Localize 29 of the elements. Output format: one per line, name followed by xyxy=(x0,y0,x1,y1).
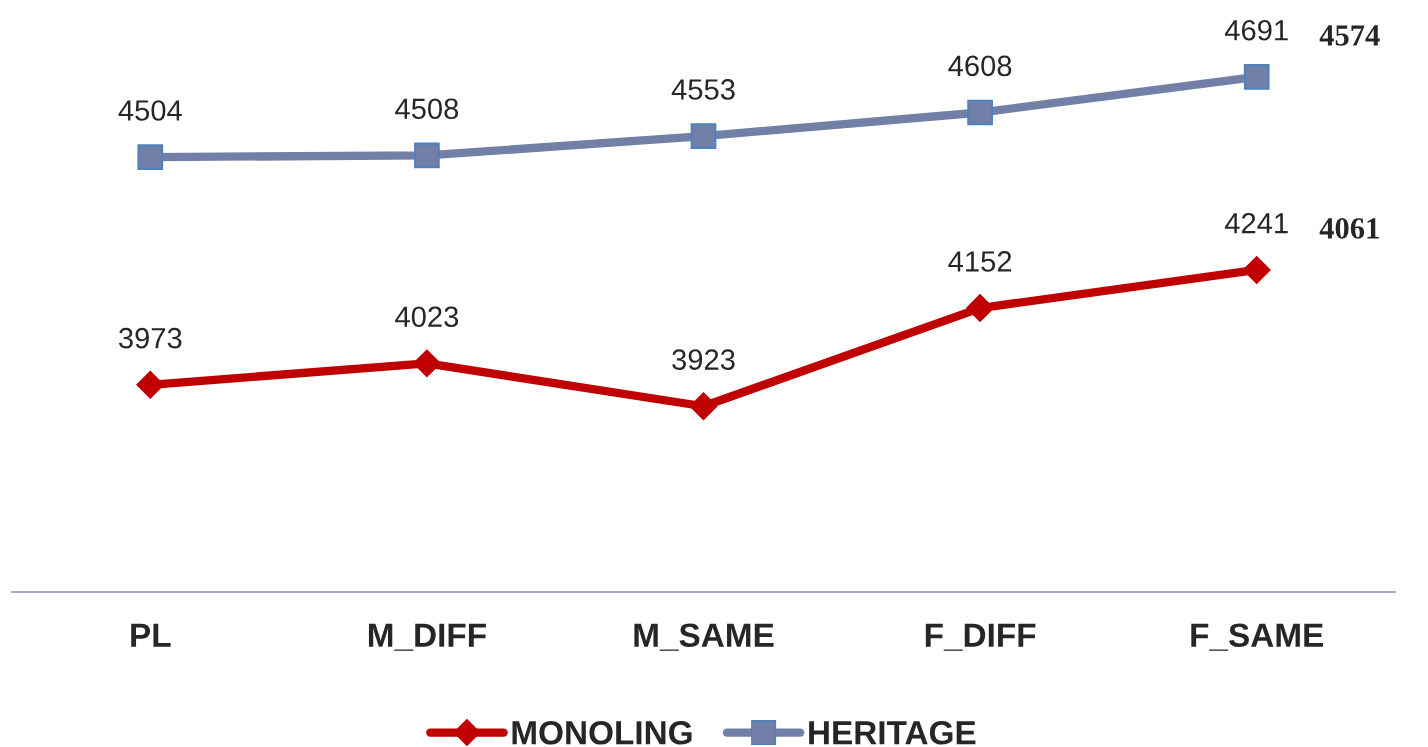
data-label: 4608 xyxy=(948,55,1012,77)
point xyxy=(966,294,994,322)
point xyxy=(690,123,717,149)
data-label: 4152 xyxy=(948,251,1012,272)
data-label: 4241 xyxy=(1224,212,1288,234)
point xyxy=(137,144,164,170)
data-label: 4691 xyxy=(1224,19,1288,41)
data-label: 4023 xyxy=(395,306,459,328)
point xyxy=(967,99,993,126)
data-label: 4508 xyxy=(395,98,459,120)
x-tick-label: M_SAME xyxy=(634,623,774,651)
x-tick-label: F_DIFF xyxy=(925,623,1036,651)
x-tick-label: F_SAME xyxy=(1191,623,1323,651)
point xyxy=(689,392,718,421)
data-label: 3923 xyxy=(672,349,735,370)
legend-label: HERITAGE xyxy=(809,720,976,745)
x-tick-label: PL xyxy=(131,623,171,647)
point xyxy=(414,142,440,169)
data-label: 4553 xyxy=(671,79,735,100)
point xyxy=(136,371,165,399)
text: 4574 xyxy=(1319,25,1380,46)
point xyxy=(1242,256,1271,284)
data-label: 4504 xyxy=(118,100,182,121)
annotation: 4061 xyxy=(1319,218,1379,239)
data-label: 3973 xyxy=(118,327,182,349)
legend-label: MONOLING xyxy=(512,720,692,745)
x-tick-label: M_DIFF xyxy=(368,623,486,651)
point xyxy=(1243,64,1270,90)
point xyxy=(413,349,441,378)
